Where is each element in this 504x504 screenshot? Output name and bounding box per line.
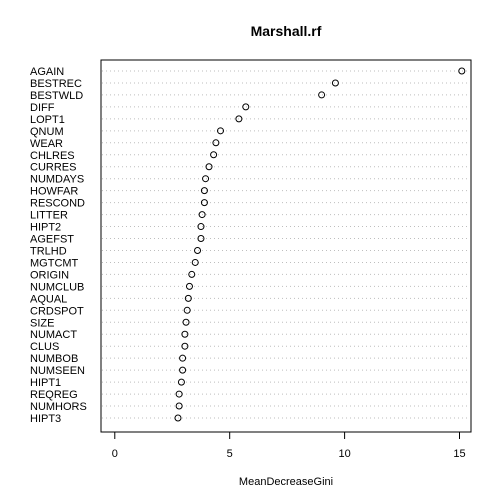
data-point — [174, 414, 182, 422]
variable-label: TRLHD — [30, 245, 67, 257]
data-point — [194, 246, 202, 254]
data-point — [212, 139, 220, 147]
variable-label: NUMBOB — [30, 353, 78, 365]
variable-label: NUMDAYS — [30, 174, 84, 186]
variable-label: LOPT1 — [30, 114, 65, 126]
data-point — [184, 294, 192, 302]
variable-label: AGAIN — [30, 66, 64, 78]
variable-label: BESTREC — [30, 78, 82, 90]
variable-label: WEAR — [30, 138, 63, 150]
variable-label: NUMHORS — [30, 401, 87, 413]
data-point — [179, 366, 187, 374]
data-point — [175, 402, 183, 410]
variable-label: LITTER — [30, 210, 68, 222]
variable-label: DIFF — [30, 102, 55, 114]
data-point — [202, 175, 210, 183]
variable-label: RESCOND — [30, 198, 85, 210]
data-point — [217, 127, 225, 135]
data-point — [200, 199, 208, 207]
data-point — [188, 270, 196, 278]
variable-label: CLUS — [30, 341, 59, 353]
data-point — [181, 342, 189, 350]
data-point — [200, 187, 208, 195]
data-point — [205, 163, 213, 171]
variable-label: BESTWLD — [30, 90, 83, 102]
data-point — [198, 211, 206, 219]
variable-label: REQREG — [30, 389, 78, 401]
variable-label: NUMSEEN — [30, 365, 85, 377]
data-point — [182, 318, 190, 326]
variable-label: MGTCMT — [30, 257, 79, 269]
data-point — [179, 354, 187, 362]
data-point — [197, 235, 205, 243]
variable-label: HOWFAR — [30, 186, 78, 198]
variable-labels: AGAINBESTRECBESTWLDDIFFLOPT1QNUMWEARCHLR… — [30, 66, 87, 425]
x-tick-label: 15 — [453, 448, 465, 460]
variable-label: AGEFST — [30, 234, 74, 246]
plot-frame — [100, 59, 472, 433]
variable-label: HIPT2 — [30, 222, 61, 234]
x-tick-label: 10 — [338, 448, 350, 460]
data-point — [235, 115, 243, 123]
x-tick-label: 5 — [227, 448, 233, 460]
data-point — [197, 223, 205, 231]
data-point — [191, 258, 199, 266]
chart-title: Marshall.rf — [251, 23, 322, 39]
data-points — [174, 67, 466, 422]
variable-label: AQUAL — [30, 293, 67, 305]
variable-label: NUMACT — [30, 329, 77, 341]
x-axis: 0 5 10 15 — [112, 431, 466, 460]
data-point — [181, 330, 189, 338]
data-point — [177, 378, 185, 386]
x-tick-label: 0 — [112, 448, 118, 460]
data-point — [185, 282, 193, 290]
variable-label: HIPT1 — [30, 377, 61, 389]
variable-label: ORIGIN — [30, 269, 69, 281]
variable-label: SIZE — [30, 317, 54, 329]
data-point — [318, 91, 326, 99]
data-point — [458, 67, 466, 75]
data-point — [331, 79, 339, 87]
data-point — [175, 390, 183, 398]
variable-label: CHLRES — [30, 150, 75, 162]
variable-label: CRDSPOT — [30, 305, 84, 317]
variable-label: CURRES — [30, 162, 76, 174]
variable-label: NUMCLUB — [30, 281, 84, 293]
data-point — [242, 103, 250, 111]
x-axis-label: MeanDecreaseGini — [239, 476, 333, 488]
gridlines — [102, 70, 470, 419]
variable-label: HIPT3 — [30, 413, 61, 425]
data-point — [183, 306, 191, 314]
data-point — [210, 151, 218, 159]
variable-label: QNUM — [30, 126, 64, 138]
